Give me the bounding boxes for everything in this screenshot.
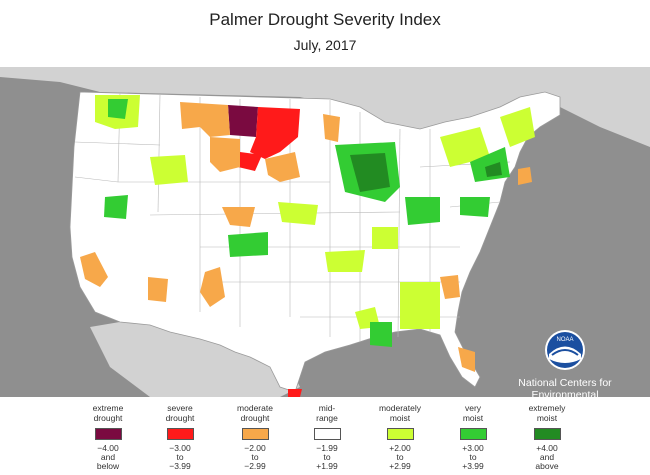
region-moist-me <box>500 107 535 147</box>
legend-item-severe-drought: severe drought −3.00 to −3.99 <box>140 403 220 471</box>
legend-label: moderate <box>237 403 273 413</box>
legend-label: moist <box>536 412 558 423</box>
legend-label: moist <box>462 412 484 423</box>
region-moderate-ca <box>80 252 108 287</box>
legend-range: to <box>396 452 404 462</box>
region-moderate-ga <box>440 275 460 299</box>
region-moderate-az <box>148 277 168 302</box>
legend-swatch <box>313 428 341 440</box>
region-extreme-drought <box>228 105 258 137</box>
region-verymoist-oh <box>405 197 440 225</box>
noaa-logo-icon: NOAA <box>545 330 585 370</box>
legend-item-moderately-moist: moderately moist +2.00 to +2.99 <box>360 403 440 471</box>
legend-label: severe <box>167 403 193 413</box>
legend-item-very-moist: very moist +3.00 to +3.99 <box>433 403 513 471</box>
region-moist-ny <box>440 127 490 167</box>
legend-label: very <box>464 403 482 413</box>
legend-label: drought <box>93 412 123 423</box>
region-moderate-mt <box>180 102 230 137</box>
legend-swatch <box>166 428 194 440</box>
region-verymoist-la <box>370 322 392 347</box>
region-moist-id <box>150 155 188 185</box>
us-map-svg <box>0 67 650 397</box>
legend-range: to <box>251 452 259 462</box>
legend-range: −1.99 <box>316 443 338 453</box>
legend-range: +2.00 <box>389 443 411 453</box>
noaa-logo-text: NOAA <box>556 337 573 343</box>
region-severe-drought-mt <box>250 107 300 159</box>
legend-range: to <box>323 452 331 462</box>
map-subtitle: July, 2017 <box>293 37 357 53</box>
legend-label: mid- <box>318 403 336 413</box>
legend-swatch <box>94 428 122 440</box>
legend-range: and <box>100 452 116 462</box>
legend-range: −4.00 <box>97 443 119 453</box>
region-extmoist-ia <box>350 153 390 192</box>
legend-label: moderately <box>378 403 422 413</box>
legend-label: drought <box>165 412 195 423</box>
legend-range: +2.99 <box>389 461 411 471</box>
region-verymoist-wa <box>108 99 128 119</box>
legend-swatch <box>241 428 269 440</box>
legend-range: +4.00 <box>536 443 558 453</box>
legend-swatch <box>386 428 414 440</box>
pdsi-regions <box>80 95 535 397</box>
region-verymoist-co <box>228 232 268 257</box>
region-moist-co <box>278 202 318 225</box>
legend-range: above <box>535 461 559 471</box>
region-extmoist-me <box>485 162 502 177</box>
region-moderate-nd <box>210 137 240 172</box>
region-moderate-co <box>222 207 255 227</box>
legend-range: below <box>96 461 120 471</box>
region-moderate-nm <box>200 267 225 307</box>
legend-range: to <box>176 452 184 462</box>
legend-range: +1.99 <box>316 461 338 471</box>
region-severe-drought-tx <box>288 389 302 397</box>
region-moderate-nh <box>518 167 532 185</box>
legend-label: range <box>316 412 338 423</box>
legend-range: +3.00 <box>462 443 484 453</box>
legend-range: to <box>469 452 477 462</box>
legend-range: −3.00 <box>169 443 191 453</box>
region-verymoist-pa <box>460 197 490 217</box>
legend-range: and <box>539 452 555 462</box>
legend-label: drought <box>240 412 270 423</box>
legend-item-mid-range: mid-range −1.99 to +1.99 <box>287 403 367 471</box>
legend-range: −2.00 <box>244 443 266 453</box>
region-moist-mo <box>372 227 398 249</box>
legend-item-extremely-moist: extremely moist +4.00 and above <box>507 403 587 471</box>
region-moderate-fl <box>458 347 475 372</box>
map-title: Palmer Drought Severity Index <box>209 10 441 29</box>
region-severe-drought-sd <box>238 152 262 171</box>
us-map: NOAA National Centers for Environmental … <box>0 67 650 413</box>
legend-range: −3.99 <box>169 461 191 471</box>
legend-label: extremely <box>528 403 566 413</box>
legend-range: +3.99 <box>462 461 484 471</box>
legend-label: extreme <box>92 403 124 413</box>
region-moist-ks <box>325 250 365 272</box>
ncei-line-1: National Centers for <box>518 377 612 389</box>
region-moderate-wy <box>265 152 300 182</box>
region-moderate-mn <box>323 114 340 142</box>
legend-label: moist <box>389 412 411 423</box>
region-moist-ms <box>400 282 440 329</box>
ncei-line-2: Environmental <box>531 389 599 401</box>
ncei-credit: National Centers for Environmental Infor… <box>500 377 630 413</box>
ncei-line-3: Information <box>538 401 592 413</box>
legend-item-moderate-drought: moderate drought −2.00 to −2.99 <box>215 403 295 471</box>
legend-swatch <box>533 428 561 440</box>
region-verymoist-or <box>104 195 128 219</box>
legend-swatch <box>459 428 487 440</box>
legend-range: −2.99 <box>244 461 266 471</box>
map-legend: extreme drought −4.00 and below severe droug… <box>0 403 650 475</box>
legend-item-extreme-drought: extreme drought −4.00 and below <box>68 403 148 471</box>
